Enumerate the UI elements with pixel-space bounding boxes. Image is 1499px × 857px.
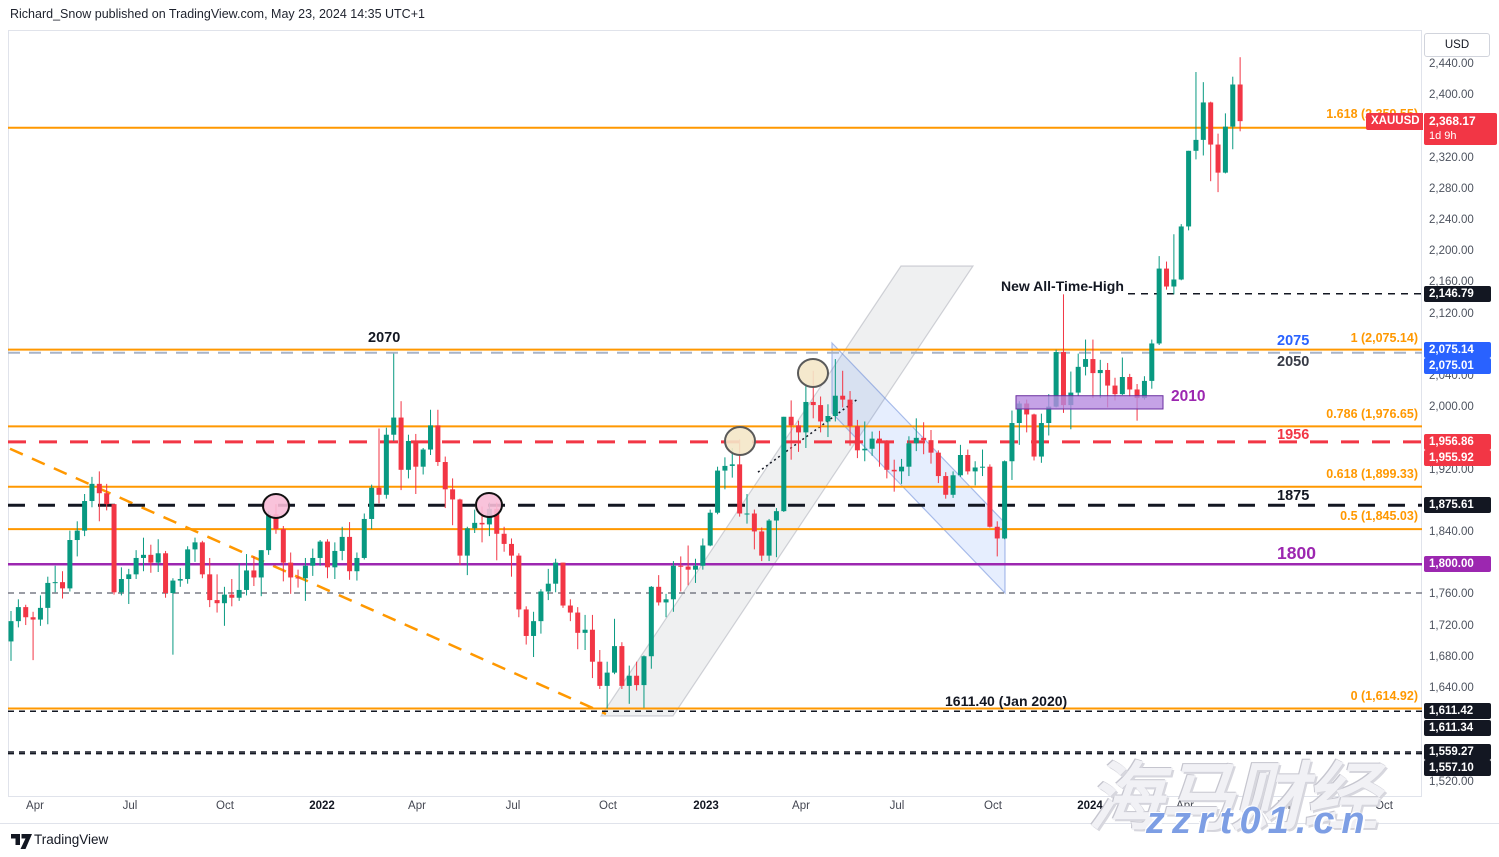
- time-tick: Oct: [216, 800, 234, 812]
- tradingview-logo[interactable]: [11, 833, 32, 850]
- price-badge: 1,557.10: [1424, 760, 1491, 777]
- footer-bar: TradingView: [0, 823, 1499, 857]
- last-price-badge: 2,368.17 1d 9h: [1424, 113, 1497, 145]
- time-tick: Oct: [1375, 800, 1393, 812]
- annotation-1875: 1875: [1277, 488, 1310, 504]
- annotation-2075: 2075: [1277, 333, 1310, 349]
- time-tick: Oct: [599, 800, 617, 812]
- time-tick: Apr: [26, 800, 44, 812]
- 2010-support-zone: [1015, 395, 1164, 410]
- time-tick: Apr: [408, 800, 426, 812]
- uptrend-channel: [599, 265, 975, 717]
- circle-2050-touch-2023: [797, 358, 829, 388]
- currency-button[interactable]: USD: [1424, 33, 1490, 57]
- time-tick: 2023: [693, 800, 719, 812]
- price-badge: 1,875.61: [1424, 497, 1491, 514]
- price-tick: 2,200.00: [1429, 245, 1474, 258]
- plot-border: [8, 30, 1422, 797]
- annotation-new-all-time-high: New All-Time-High: [1001, 278, 1124, 294]
- time-tick: Apr: [792, 800, 810, 812]
- bar-countdown: 1d 9h: [1429, 130, 1457, 142]
- annotation-2070: 2070: [368, 330, 401, 346]
- price-tick: 1,520.00: [1429, 775, 1474, 788]
- last-price: 2,368.17: [1429, 114, 1476, 128]
- downtrend-dashed: [9, 447, 607, 716]
- price-tick: 2,280.00: [1429, 182, 1474, 195]
- price-tick: 2,000.00: [1429, 401, 1474, 414]
- time-tick: 2024: [1077, 800, 1103, 812]
- time-tick: Oct: [984, 800, 1002, 812]
- fib-value-label: 1 (2,075.14): [1350, 331, 1418, 345]
- price-tick: 1,680.00: [1429, 650, 1474, 663]
- byline: Richard_Snow published on TradingView.co…: [10, 7, 425, 21]
- time-tick: Jul: [889, 800, 905, 812]
- tradingview-brand[interactable]: TradingView: [34, 832, 109, 847]
- price-badge: 1,611.42: [1424, 703, 1491, 720]
- price-tick: 2,320.00: [1429, 151, 1474, 164]
- price-tick: 2,120.00: [1429, 307, 1474, 320]
- annotation-1611-40-jan-2020-: 1611.40 (Jan 2020): [945, 693, 1068, 709]
- annotation-1800: 1800: [1277, 543, 1316, 563]
- price-tick: 1,920.00: [1429, 463, 1474, 476]
- symbol-badge: XAUUSD: [1366, 113, 1425, 130]
- circle-1956-touch-2023: [724, 426, 756, 456]
- price-tick: 1,760.00: [1429, 588, 1474, 601]
- candles: [8, 57, 1243, 709]
- price-tick: 2,160.00: [1429, 276, 1474, 289]
- time-tick: Jul: [122, 800, 138, 812]
- fib-value-label: 0.5 (1,845.03): [1340, 509, 1418, 523]
- price-tick: 1,720.00: [1429, 619, 1474, 632]
- price-badge: 1,559.27: [1424, 743, 1491, 760]
- price-scale[interactable]: USD 2,440.00 2,400.00 2,320.00 2,280.00 2,24…: [1423, 30, 1499, 820]
- downtrend-channel: [831, 341, 1006, 595]
- price-badge: 1,611.34: [1424, 719, 1491, 736]
- price-badge: 1,956.86: [1424, 433, 1491, 450]
- fib-value-label: 0.786 (1,976.65): [1326, 407, 1418, 421]
- price-badge: 1,955.92: [1424, 450, 1491, 467]
- time-tick: Apr: [1176, 800, 1194, 812]
- annotation-2010: 2010: [1171, 388, 1206, 405]
- time-tick: Jul: [505, 800, 521, 812]
- time-tick: 2022: [309, 800, 335, 812]
- price-tick: 1,840.00: [1429, 526, 1474, 538]
- price-badge: 2,146.79: [1424, 285, 1491, 302]
- circle-1875-touch-2022: [475, 492, 503, 518]
- annotation-1956: 1956: [1277, 427, 1310, 443]
- price-badge: 2,075.14: [1424, 341, 1491, 358]
- price-tick: 2,440.00: [1429, 58, 1474, 70]
- dotted-upslope: [757, 398, 859, 473]
- circle-1875-touch-2021: [262, 493, 290, 519]
- fib-value-label: 0.618 (1,899.33): [1326, 467, 1418, 481]
- fib-value-label: 0 (1,614.92): [1350, 689, 1418, 703]
- price-badge: 2,075.01: [1424, 358, 1491, 375]
- price-tick: 1,640.00: [1429, 682, 1474, 694]
- price-tick: 2,240.00: [1429, 214, 1474, 226]
- annotation-2050: 2050: [1277, 354, 1310, 370]
- time-tick: Jul: [1275, 800, 1291, 812]
- price-badge: 1,800.00: [1424, 556, 1491, 573]
- price-tick: 2,400.00: [1429, 89, 1474, 102]
